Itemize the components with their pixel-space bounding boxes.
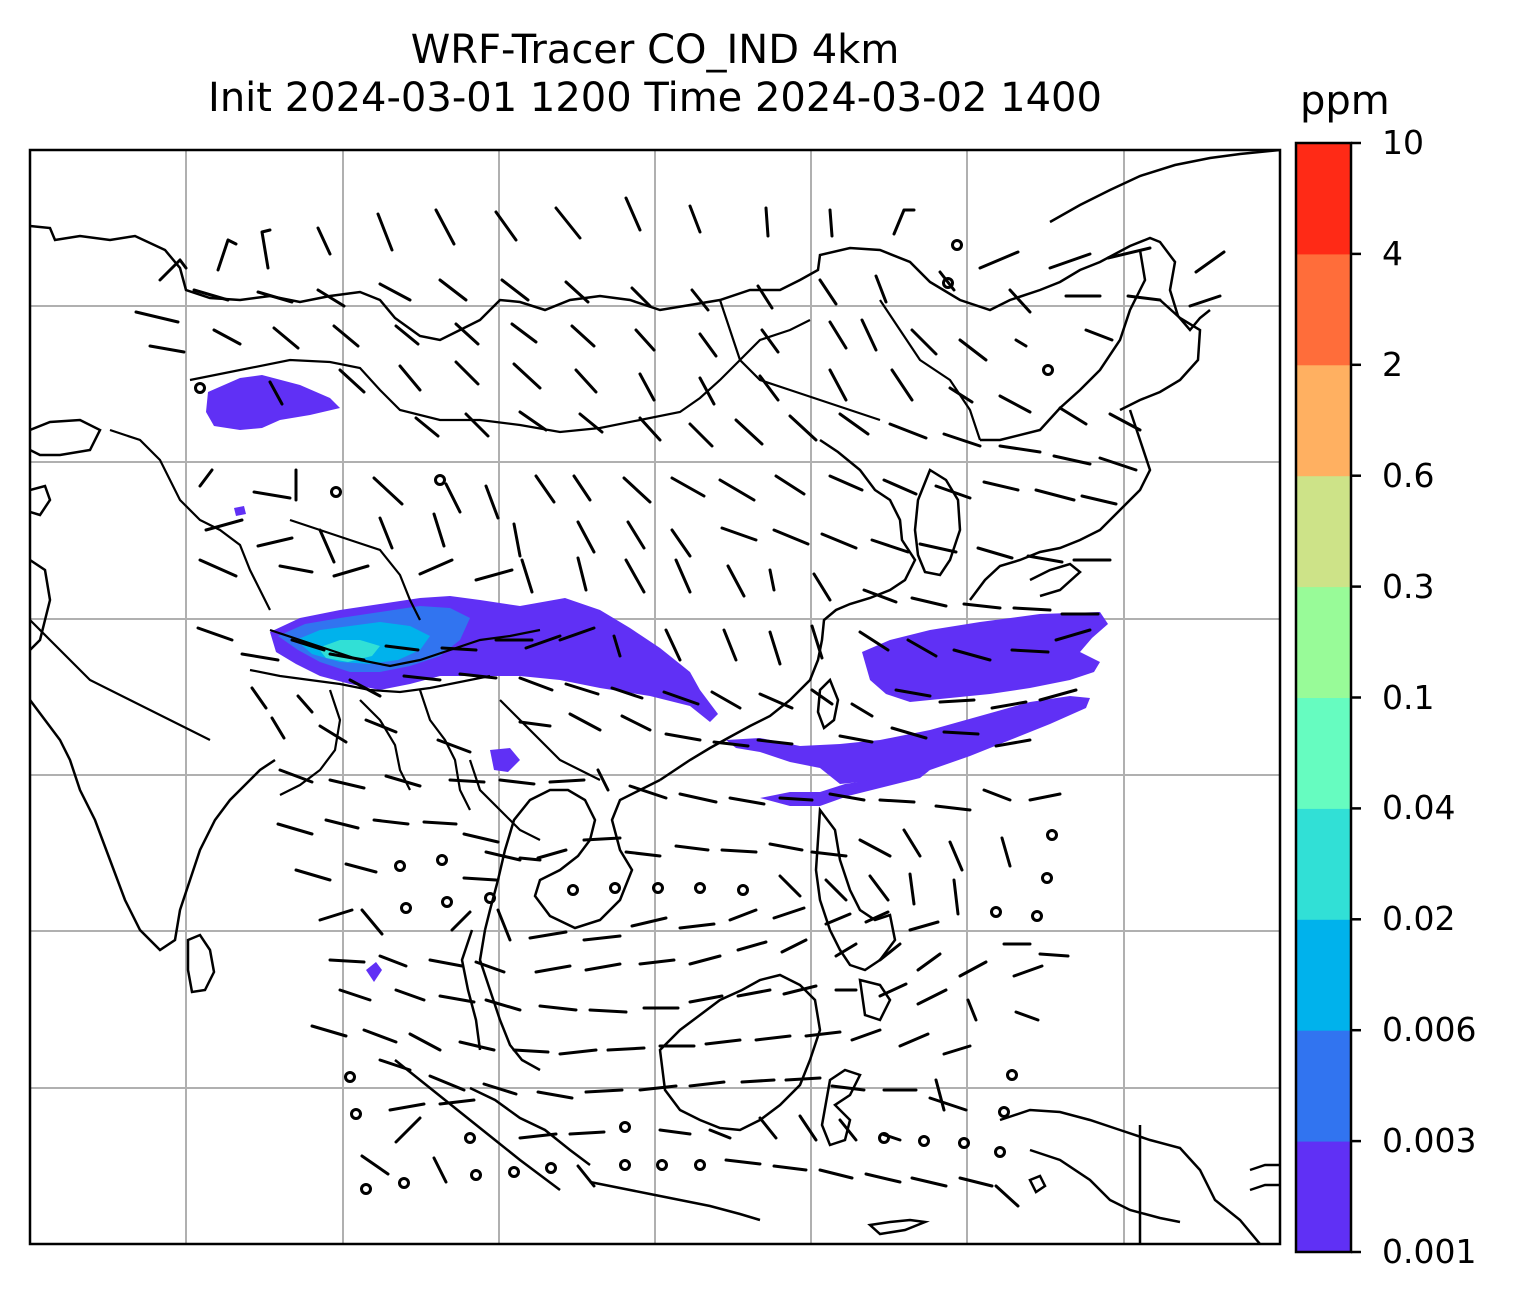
colorbar-segment <box>1296 1141 1351 1253</box>
plume-south-china-sea <box>726 696 1090 784</box>
colorbar-tick-label: 10 <box>1382 123 1424 162</box>
coastlines <box>30 150 1280 1244</box>
colorbar-segment <box>1296 919 1351 1031</box>
colorbar-tick-label: 0.001 <box>1382 1232 1477 1271</box>
colorbar-tick-label: 0.006 <box>1382 1010 1477 1050</box>
colorbar <box>1296 143 1351 1253</box>
colorbar-segment <box>1296 808 1351 920</box>
map-title: WRF-Tracer CO_IND 4km Init 2024-03-01 12… <box>30 26 1280 122</box>
colorbar-ticks <box>1351 141 1361 1254</box>
country-borders <box>30 299 982 841</box>
colorbar-tick-label: 0.02 <box>1382 899 1456 939</box>
colorbar-tick-label: 0.3 <box>1382 566 1435 606</box>
plume-speckles-c <box>234 506 246 516</box>
calm-wind-circles <box>194 239 1058 1195</box>
plume-bay-of-bengal <box>760 770 930 806</box>
colorbar-tick-label: 0.1 <box>1382 677 1435 717</box>
colorbar-unit-label: ppm <box>1300 78 1390 124</box>
colorbar-segment <box>1296 364 1351 477</box>
colorbar-tick-label: 0.04 <box>1382 788 1456 828</box>
colorbar-tick-label: 0.003 <box>1382 1121 1477 1161</box>
wind-barbs <box>134 196 1226 1208</box>
map-frame <box>28 148 1282 1246</box>
colorbar-tick-label: 4 <box>1382 233 1403 273</box>
colorbar-segment <box>1296 143 1351 255</box>
plume-pacific-north <box>862 612 1108 702</box>
title-line-1: WRF-Tracer CO_IND 4km <box>410 27 900 73</box>
colorbar-tick-label: 2 <box>1382 344 1403 384</box>
colorbar-segment <box>1296 1030 1351 1142</box>
tracer-plumes <box>206 375 1108 982</box>
plume-speckles-a <box>490 748 520 772</box>
colorbar-segment <box>1296 475 1351 588</box>
colorbar-segment <box>1296 697 1351 809</box>
plume-speckles-b <box>366 962 382 982</box>
plume-himalaya-high <box>318 640 380 662</box>
colorbar-segment <box>1296 586 1351 698</box>
title-line-2: Init 2024-03-01 1200 Time 2024-03-02 140… <box>208 75 1102 121</box>
colorbar-tick-label: 0.6 <box>1382 455 1435 495</box>
plume-central-asia <box>206 375 340 430</box>
colorbar-segment <box>1296 253 1351 366</box>
